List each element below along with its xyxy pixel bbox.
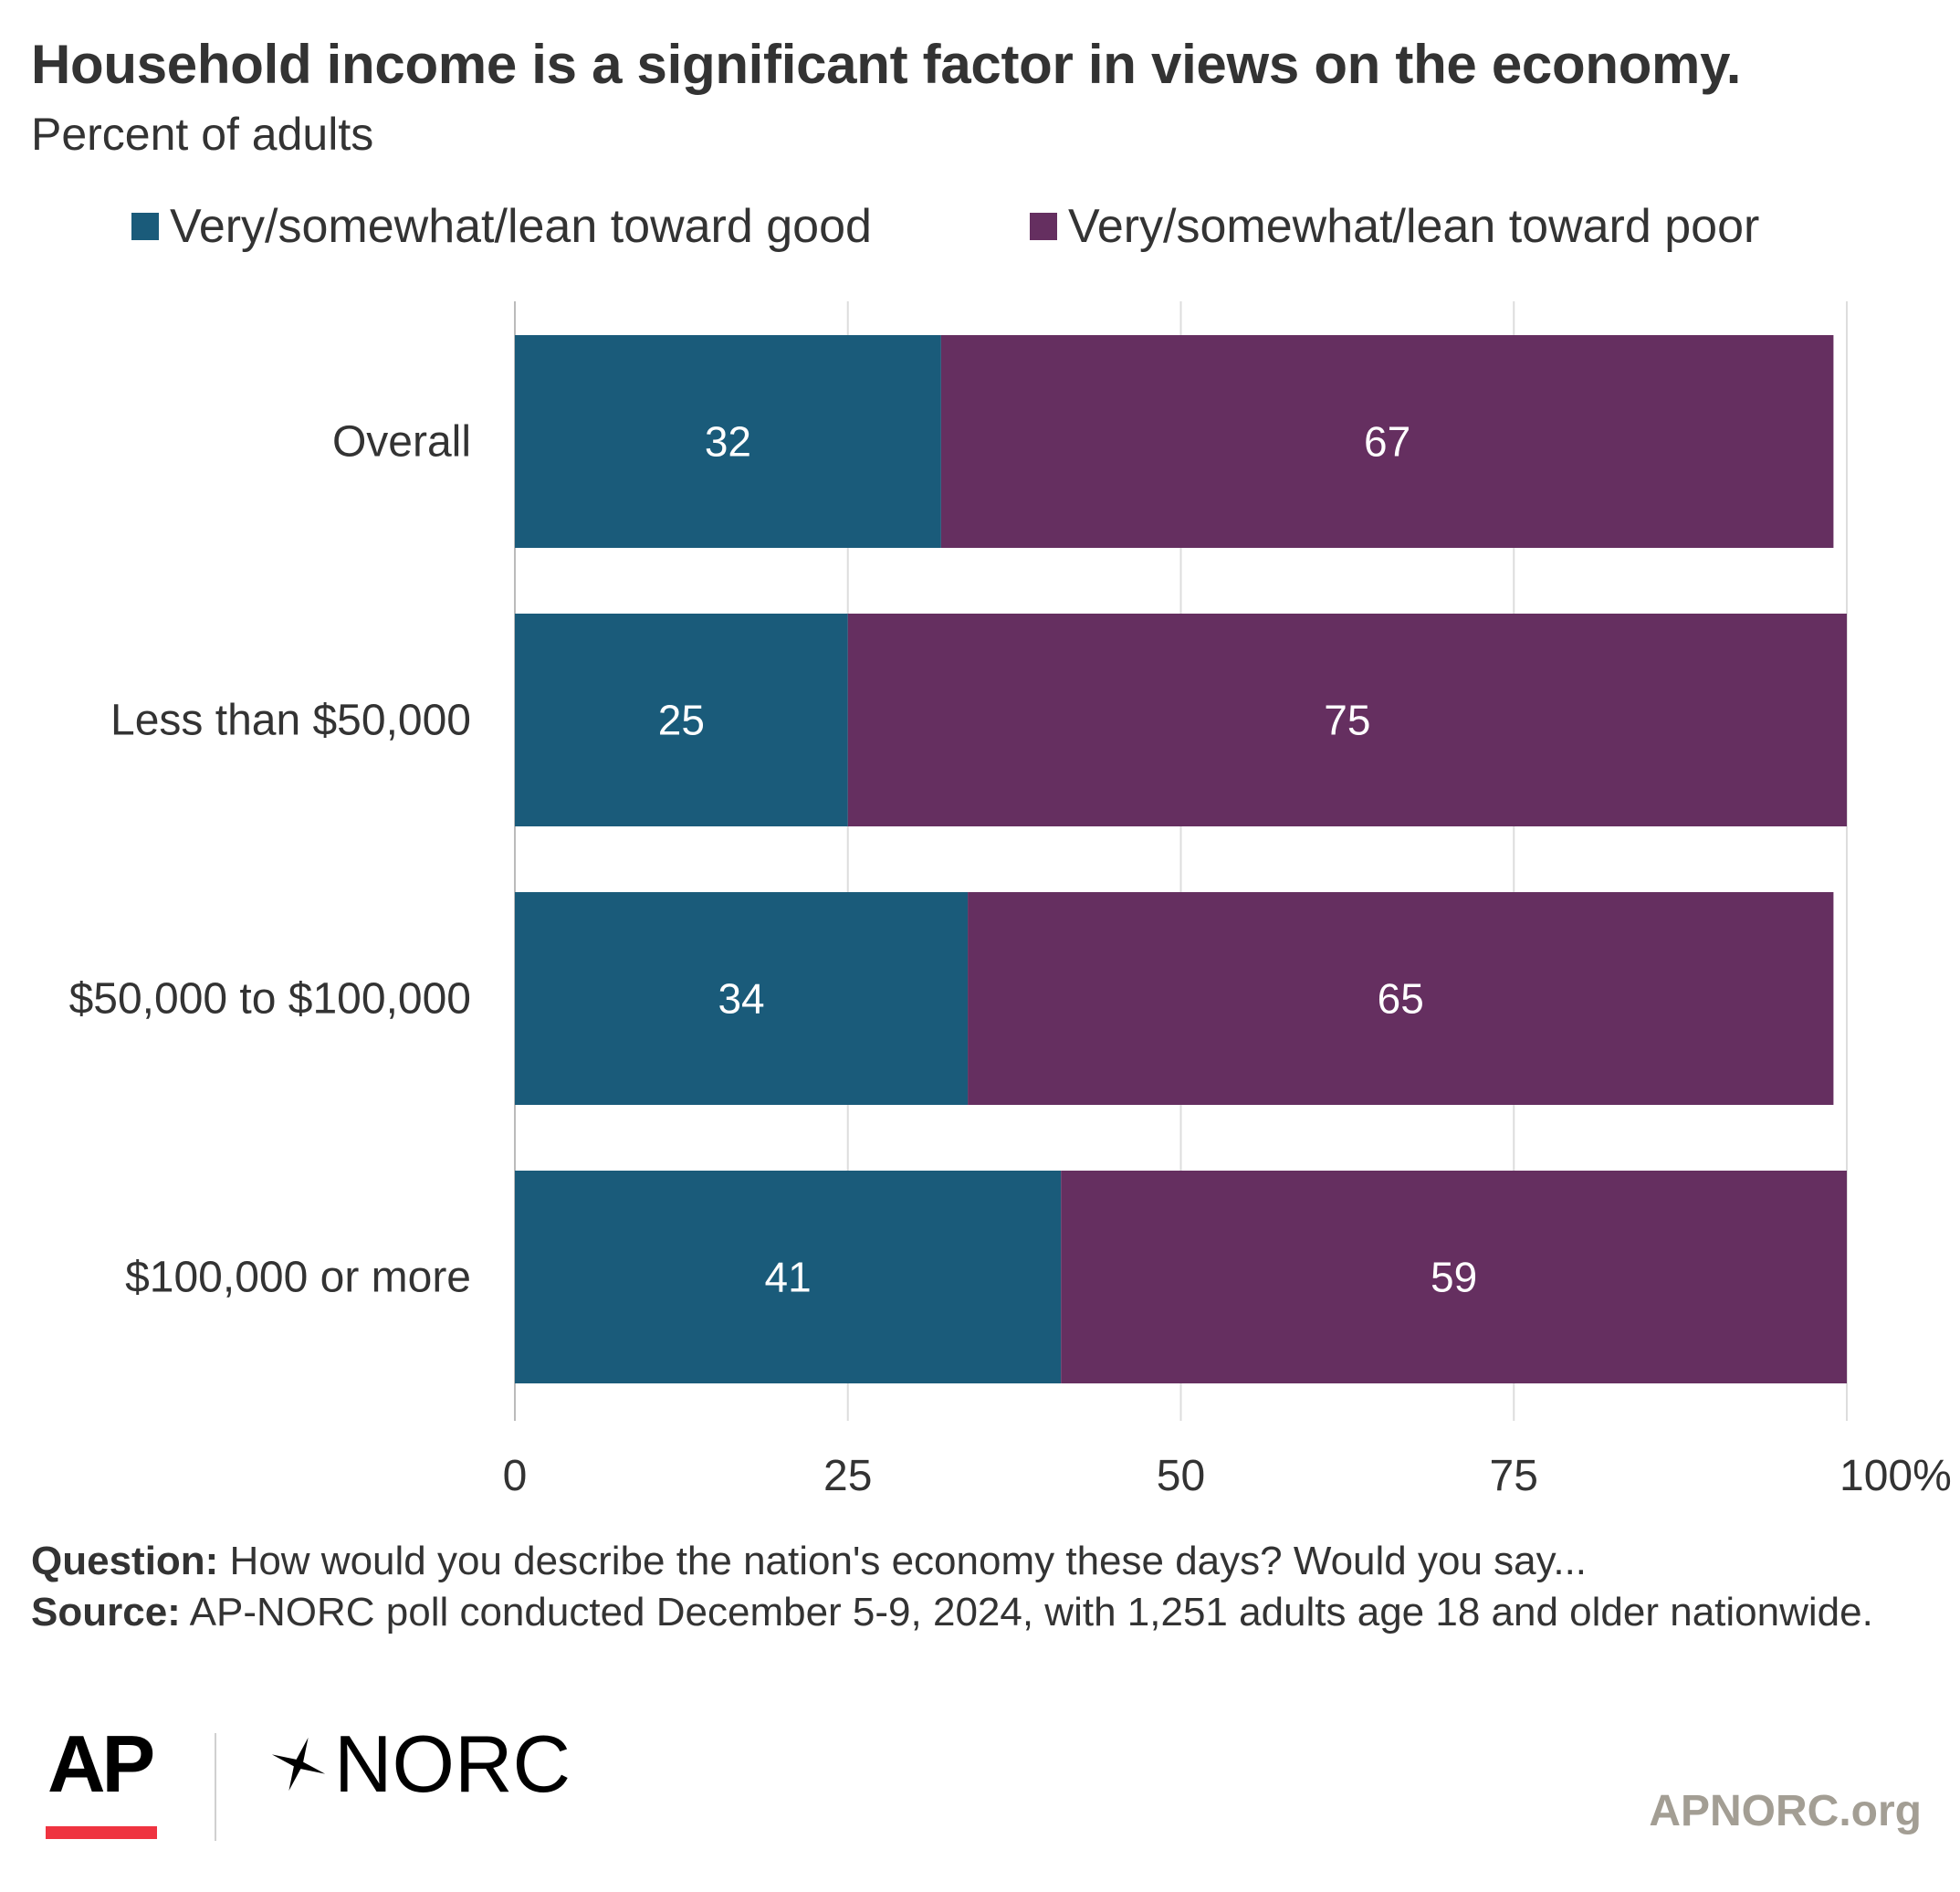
- bar-0-series-1: [940, 335, 1834, 548]
- data-label-0-series-0: 32: [705, 418, 751, 466]
- data-label-1-series-1: 75: [1324, 697, 1370, 744]
- bar-1-series-1: [847, 614, 1847, 826]
- category-label-1: Less than $50,000: [110, 697, 471, 745]
- x-tick-label-100: 100%: [1839, 1452, 1952, 1500]
- data-label-2-series-0: 34: [718, 975, 764, 1023]
- legend-item-good: Very/somewhat/lean toward good: [131, 199, 872, 254]
- data-label-1-series-0: 25: [658, 697, 705, 744]
- bar-1-series-0: [515, 614, 848, 826]
- bar-3-series-1: [1061, 1171, 1847, 1383]
- bar-0-series-0: [515, 335, 941, 548]
- data-label-3-series-0: 41: [765, 1254, 812, 1301]
- norc-star-icon: [271, 1737, 326, 1792]
- ap-logo: AP: [47, 1719, 155, 1809]
- data-label-3-series-1: 59: [1431, 1254, 1477, 1301]
- x-tick-label-50: 50: [1157, 1452, 1205, 1500]
- bar-2-series-1: [968, 892, 1834, 1105]
- norc-logo: NORC: [267, 1724, 571, 1804]
- bar-2-series-0: [515, 892, 969, 1105]
- data-label-2-series-1: 65: [1378, 975, 1424, 1023]
- chart-subtitle: Percent of adults: [31, 109, 374, 160]
- site-url: APNORC.org: [1649, 1787, 1922, 1835]
- question-note: Question: How would you describe the nat…: [31, 1536, 1912, 1587]
- source-text: AP-NORC poll conducted December 5-9, 202…: [180, 1590, 1873, 1634]
- question-text: How would you describe the nation's econ…: [218, 1539, 1588, 1583]
- chart-footer: Question: How would you describe the nat…: [31, 1536, 1912, 1638]
- legend-swatch-poor: [1030, 213, 1057, 240]
- x-tick-label-75: 75: [1490, 1452, 1538, 1500]
- bar-chart: 32 67 Overall 25 75 Less than $50,000 34 65 $50,…: [69, 301, 1952, 1500]
- question-label: Question:: [31, 1539, 219, 1583]
- legend-swatch-good: [131, 213, 159, 240]
- category-label-3: $100,000 or more: [125, 1254, 471, 1302]
- norc-logo-text: NORC: [334, 1719, 571, 1809]
- logo-divider: [215, 1733, 216, 1841]
- ap-logo-underline: [46, 1826, 157, 1839]
- chart-title: Household income is a significant factor…: [31, 34, 1742, 95]
- legend-label-good: Very/somewhat/lean toward good: [170, 200, 872, 253]
- category-label-0: Overall: [332, 418, 471, 467]
- x-tick-label-25: 25: [823, 1452, 872, 1500]
- source-label: Source:: [31, 1590, 181, 1634]
- source-note: Source: AP-NORC poll conducted December …: [31, 1587, 1912, 1638]
- category-label-2: $50,000 to $100,000: [69, 975, 471, 1024]
- bar-3-series-0: [515, 1171, 1062, 1383]
- x-tick-label-0: 0: [503, 1452, 528, 1500]
- data-label-0-series-1: 67: [1364, 418, 1410, 466]
- legend-label-poor: Very/somewhat/lean toward poor: [1068, 200, 1760, 253]
- legend-item-poor: Very/somewhat/lean toward poor: [1030, 199, 1759, 254]
